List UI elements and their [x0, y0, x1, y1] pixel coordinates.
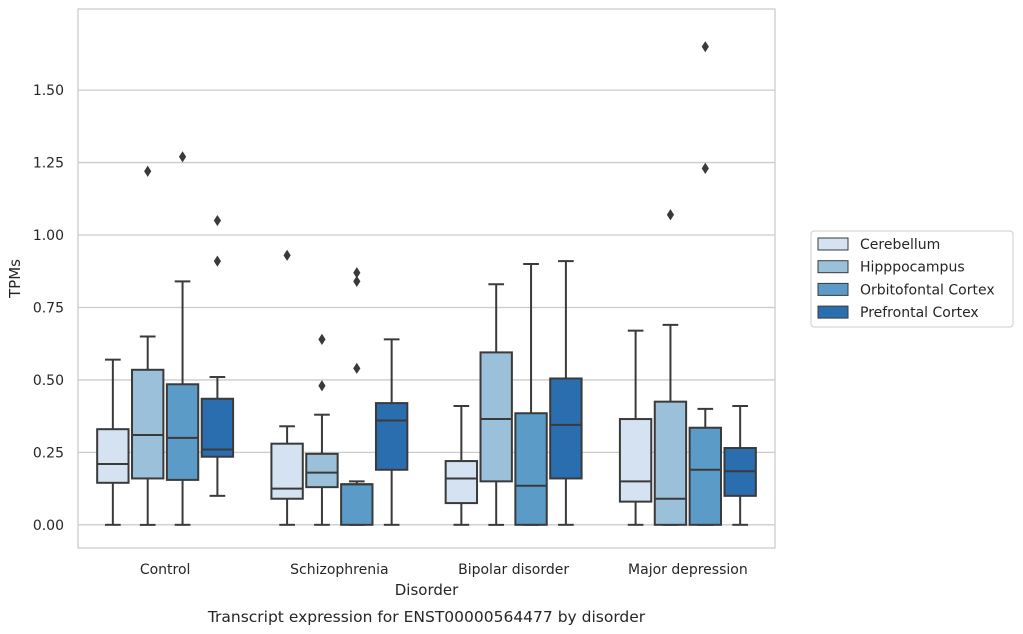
y-tick-label: 1.00	[33, 228, 64, 244]
outlier-point	[318, 380, 326, 392]
box-body	[96, 428, 130, 484]
box-2-0	[165, 151, 200, 526]
box-0-2	[444, 405, 479, 526]
legend-label: Prefrontal Cortex	[860, 305, 979, 321]
x-axis-ticks: Control Schizophrenia Bipolar disorder Majo…	[140, 562, 748, 578]
box-1-1	[305, 333, 339, 526]
box-3-3	[723, 405, 757, 526]
x-tick-label: Bipolar disorder	[458, 562, 569, 578]
box-body	[131, 368, 165, 480]
box-0-0	[96, 358, 130, 526]
y-tick-label: 0.75	[33, 300, 64, 316]
y-tick-label: 0.25	[33, 445, 64, 461]
legend-swatch	[817, 282, 849, 296]
box-1-0	[131, 165, 165, 526]
box-2-3	[688, 41, 722, 526]
legend-item: Cerebellum	[817, 237, 940, 253]
chart-caption: Transcript expression for ENST0000056447…	[207, 608, 646, 626]
box-series	[96, 41, 757, 526]
y-axis-ticks: 0.00 0.25 0.50 0.75 1.00 1.25 1.50	[33, 83, 64, 534]
box-body	[618, 418, 653, 503]
box-body	[479, 351, 513, 483]
x-tick-label: Schizophrenia	[290, 562, 388, 578]
outlier-point	[318, 333, 326, 345]
legend-frame	[810, 230, 1014, 328]
y-axis-label: TPMs	[6, 259, 24, 299]
box-3-2	[549, 260, 583, 526]
box-0-3	[618, 329, 653, 526]
legend-item: Hipppocampus	[817, 260, 965, 276]
y-tick-label: 1.50	[33, 83, 64, 99]
box-body	[549, 377, 583, 480]
box-body	[688, 426, 722, 526]
y-tick-label: 1.25	[33, 156, 64, 172]
plot-frame	[77, 8, 776, 549]
outlier-point	[701, 41, 709, 53]
box-3-1	[374, 338, 409, 526]
box-body	[653, 400, 688, 526]
y-tick-label: 0.00	[33, 518, 64, 534]
outlier-point	[213, 214, 221, 227]
outlier-point	[283, 249, 291, 261]
outlier-point	[213, 255, 221, 267]
legend: Cerebellum Hipppocampus Orbitofontal Corte…	[810, 230, 1014, 328]
box-body	[200, 397, 235, 458]
box-2-1	[340, 267, 374, 526]
box-2-2	[514, 263, 548, 526]
outlier-point	[144, 165, 152, 177]
box-0-1	[270, 249, 304, 526]
legend-label: Hipppocampus	[860, 260, 965, 276]
outlier-point	[701, 162, 709, 174]
box-body	[270, 442, 304, 500]
legend-item: Orbitofontal Cortex	[817, 282, 995, 298]
legend-label: Orbitofontal Cortex	[860, 282, 995, 298]
x-tick-label: Major depression	[628, 562, 748, 578]
outlier-point	[666, 209, 675, 221]
box-body	[340, 483, 374, 526]
box-body	[165, 383, 200, 481]
box-1-2	[479, 283, 513, 526]
legend-swatch	[817, 237, 849, 251]
box-3-0	[200, 214, 235, 497]
y-tick-label: 0.50	[33, 373, 64, 389]
box-1-3	[653, 209, 688, 526]
outlier-point	[353, 267, 361, 279]
box-body	[444, 460, 479, 505]
legend-swatch	[817, 305, 849, 319]
outlier-point	[353, 362, 361, 374]
box-body	[305, 452, 339, 489]
outlier-point	[178, 151, 187, 163]
legend-swatch	[817, 260, 849, 274]
outlier-point	[353, 275, 361, 287]
legend-item: Prefrontal Cortex	[817, 305, 979, 321]
box-body	[374, 402, 409, 471]
legend-label: Cerebellum	[860, 237, 940, 253]
x-tick-label: Control	[140, 562, 191, 578]
box-body	[514, 412, 548, 526]
x-axis-label: Disorder	[395, 581, 459, 599]
